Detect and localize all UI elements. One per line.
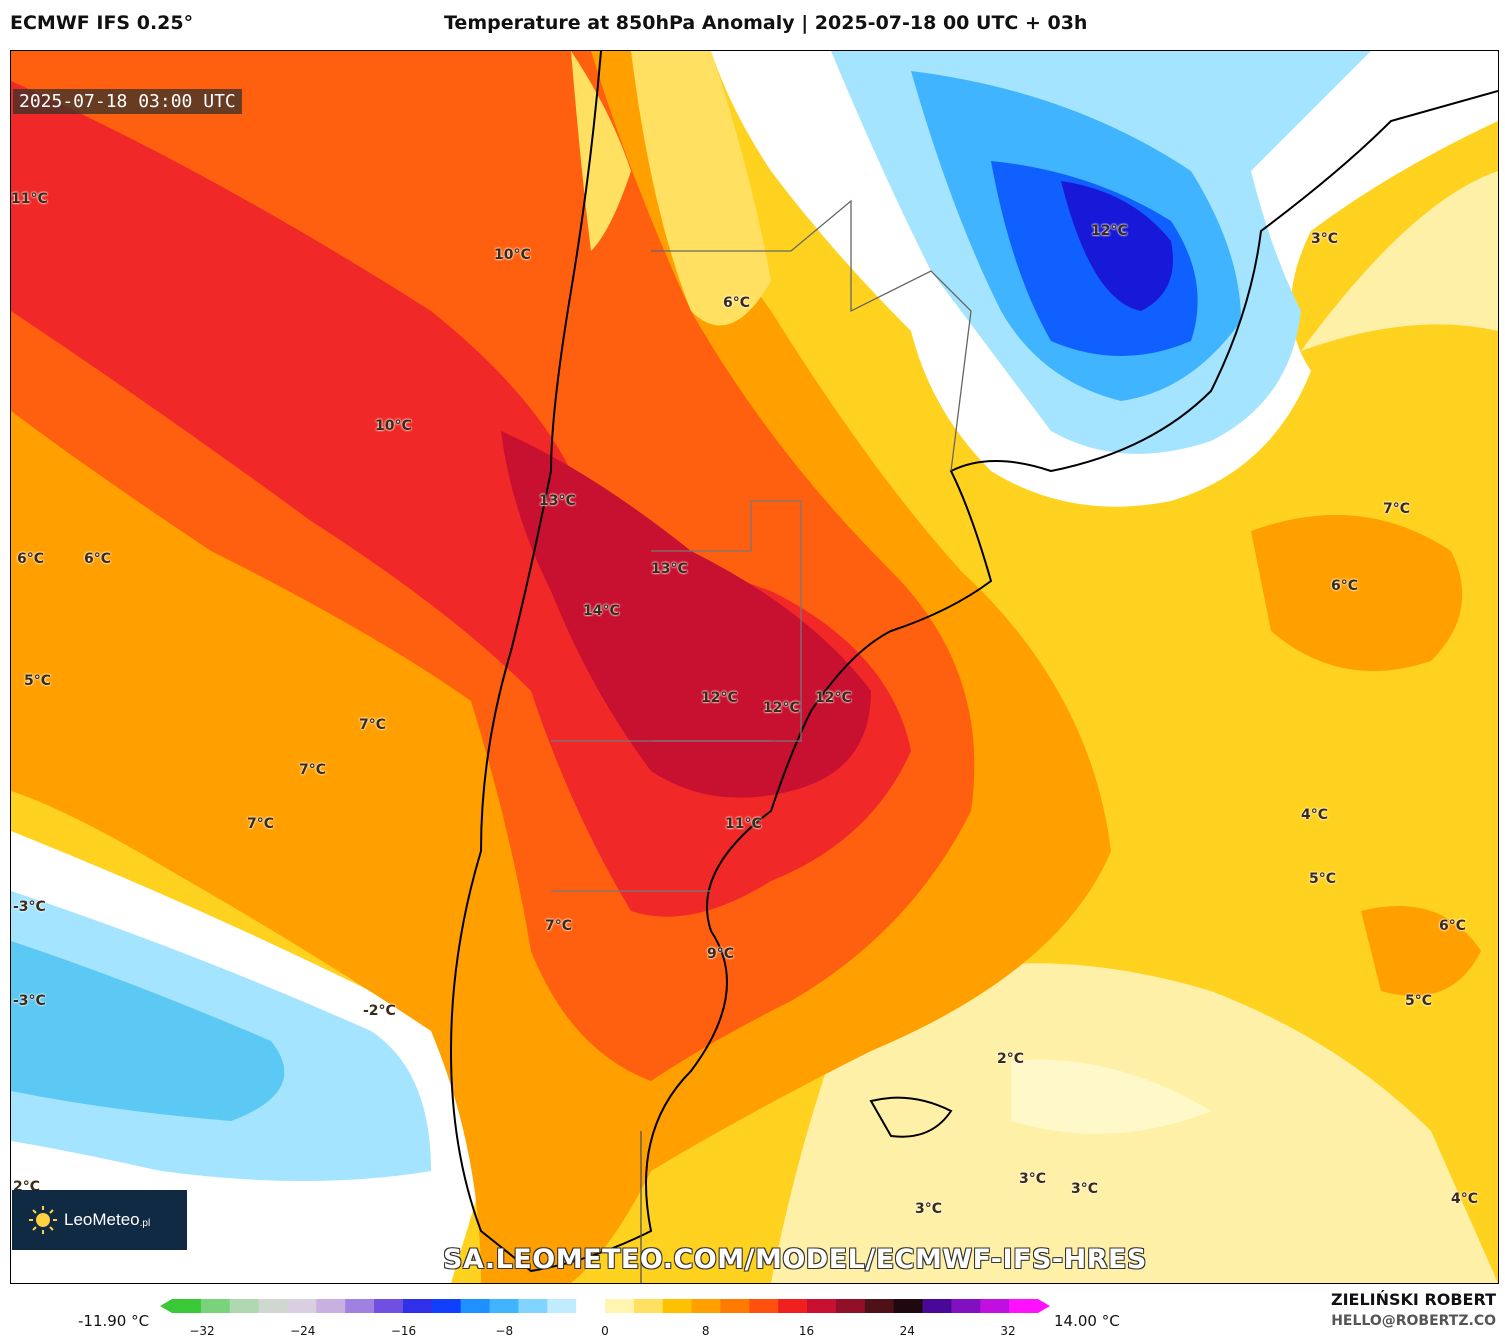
contour-label: 3°C [915, 1201, 943, 1217]
contour-label: -3°C [13, 993, 46, 1009]
contour-label: 6°C [723, 295, 751, 311]
colorbar [160, 1299, 1050, 1313]
colorbar-segment [576, 1299, 606, 1313]
contour-label: 10°C [494, 247, 531, 263]
colorbar-tick-label: 8 [701, 1324, 710, 1338]
contour-label: 4°C [1301, 807, 1329, 823]
contour-label: 11°C [725, 816, 762, 832]
contour-label: 6°C [17, 551, 45, 567]
colorbar-tick-label: −32 [189, 1324, 215, 1338]
contour-label: 12°C [701, 690, 738, 706]
colorbar-segment [720, 1299, 750, 1313]
sun-icon [29, 1206, 57, 1234]
colorbar-segment [633, 1299, 664, 1313]
colorbar-segment [980, 1299, 1010, 1313]
contour-label: 12°C [763, 700, 800, 716]
contour-label: 9°C [707, 946, 735, 962]
colorbar-segment [749, 1299, 779, 1313]
colorbar-segment [662, 1299, 693, 1313]
colorbar-segment [431, 1299, 462, 1313]
contour-label: -3°C [13, 899, 46, 915]
contour-label: -2°C [363, 1003, 396, 1019]
contour-label: 7°C [299, 762, 327, 778]
colorbar-max-arrow [1038, 1299, 1050, 1313]
colorbar-segment [893, 1299, 924, 1313]
logo-suffix: .pl [139, 1217, 151, 1229]
colorbar-tick-label: 32 [1000, 1324, 1016, 1338]
contour-label: 13°C [539, 493, 576, 509]
contour-label: 5°C [1405, 993, 1433, 1009]
leometeo-logo[interactable]: LeoMeteo .pl [12, 1190, 187, 1250]
source-url[interactable]: SA.LEOMETEO.COM/MODEL/ECMWF-IFS-HRES [443, 1244, 1147, 1275]
contour-label: 5°C [24, 673, 52, 689]
contour-label: 6°C [84, 551, 112, 567]
colorbar-segment [316, 1299, 346, 1313]
colorbar-tick-label: −8 [495, 1324, 514, 1338]
colorbar-tick-label: 0 [601, 1324, 609, 1338]
colorbar-segment [922, 1299, 952, 1313]
colorbar-max-label: 14.00 °C [1054, 1312, 1120, 1330]
colorbar-segment [172, 1299, 202, 1313]
contour-label: 14°C [583, 603, 620, 619]
colorbar-segment [518, 1299, 548, 1313]
contour-label: 5°C [1309, 871, 1337, 887]
contour-label: 10°C [375, 418, 412, 434]
contour-label: 2°C [997, 1051, 1025, 1067]
author-name: ZIELIŃSKI ROBERT [1330, 1290, 1496, 1309]
contour-label: 6°C [1331, 578, 1359, 594]
colorbar-segment [229, 1299, 260, 1313]
colorbar-tick-label: 16 [798, 1324, 815, 1338]
colorbar-segment [835, 1299, 866, 1313]
colorbar-segment [402, 1299, 433, 1313]
valid-time-badge: 2025-07-18 03:00 UTC [13, 89, 242, 114]
contour-label: 13°C [651, 561, 688, 577]
logo-text: LeoMeteo [64, 1210, 140, 1229]
contour-label: 12°C [1091, 223, 1128, 239]
contour-label: 7°C [359, 717, 387, 733]
colorbar-tick-label: −16 [390, 1324, 417, 1338]
colorbar-segment [489, 1299, 519, 1313]
contour-label: 6°C [1439, 918, 1467, 934]
contour-label: 7°C [1383, 501, 1411, 517]
colorbar-segment [1009, 1299, 1039, 1313]
colorbar-segment [691, 1299, 721, 1313]
colorbar-tick-label: −24 [290, 1324, 316, 1338]
contour-label: 11°C [11, 191, 48, 207]
colorbar-segment [951, 1299, 981, 1313]
colorbar-segment [287, 1299, 317, 1313]
contour-label: 4°C [1451, 1191, 1479, 1207]
contour-label: 3°C [1019, 1171, 1047, 1187]
contour-label: 3°C [1071, 1181, 1099, 1197]
author-email[interactable]: HELLO@ROBERTZ.CO [1331, 1313, 1496, 1329]
colorbar-segment [547, 1299, 577, 1313]
colorbar-segment [258, 1299, 288, 1313]
colorbar-segment [864, 1299, 895, 1313]
colorbar-segment [345, 1299, 375, 1313]
colorbar-segment [374, 1299, 404, 1313]
model-name: ECMWF IFS 0.25° [10, 12, 194, 34]
contour-label: 7°C [247, 816, 275, 832]
colorbar-segment [460, 1299, 491, 1313]
contour-label: 12°C [815, 690, 852, 706]
contour-label: 3°C [1311, 231, 1339, 247]
colorbar-min-label: -11.90 °C [78, 1312, 150, 1330]
temperature-field [11, 51, 1498, 1283]
colorbar-min-arrow [160, 1299, 172, 1313]
colorbar-tick-label: 24 [899, 1324, 915, 1338]
colorbar-segment [200, 1299, 231, 1313]
colorbar-segment [605, 1299, 635, 1313]
colorbar-segment [778, 1299, 808, 1313]
colorbar-segment [807, 1299, 837, 1313]
contour-label: 7°C [545, 918, 573, 934]
anomaly-map: 2025-07-18 03:00 UTC 11°C 10°C 10°C 6°C … [10, 50, 1499, 1284]
map-title: Temperature at 850hPa Anomaly | 2025-07-… [444, 12, 1088, 34]
